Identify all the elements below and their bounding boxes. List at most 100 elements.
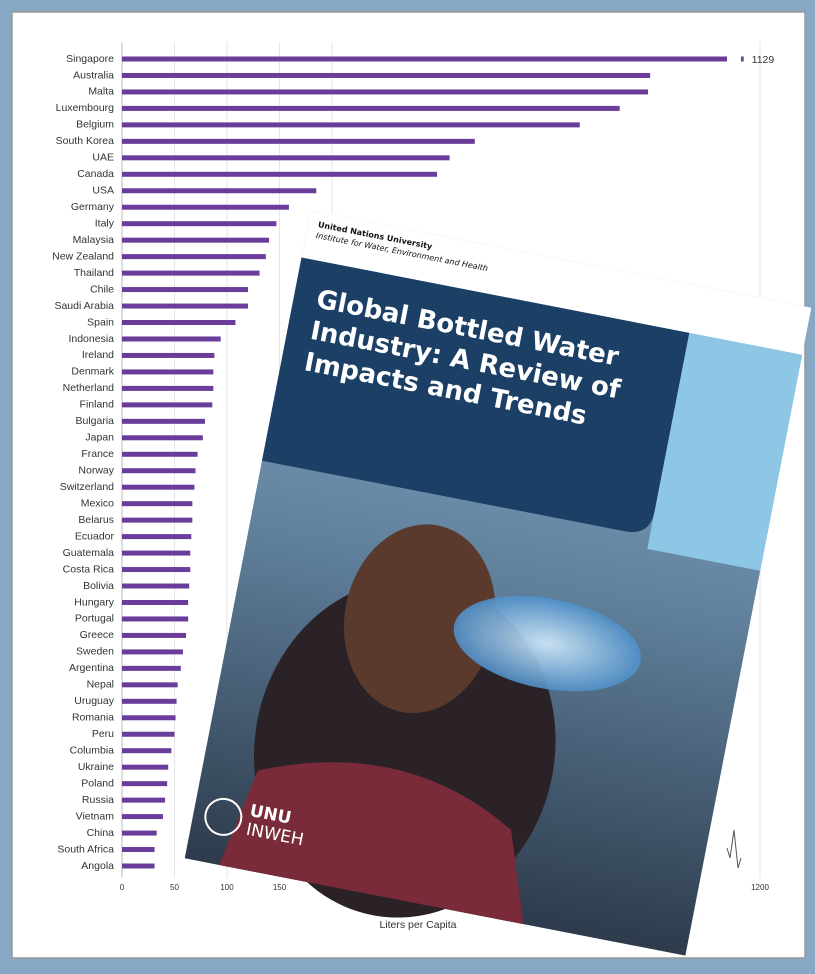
bar xyxy=(122,336,221,342)
y-tick-label: Belarus xyxy=(78,514,114,526)
y-tick-label: UAE xyxy=(92,152,114,164)
bar xyxy=(122,731,175,737)
y-tick-label: Russia xyxy=(82,794,114,806)
bar xyxy=(122,204,289,210)
bar xyxy=(122,781,168,787)
bar xyxy=(122,863,155,869)
bar xyxy=(122,715,176,721)
bar xyxy=(122,550,191,556)
y-tick-label: Netherland xyxy=(63,382,115,394)
bar xyxy=(122,138,475,144)
y-tick-label: Italy xyxy=(95,217,115,229)
x-tick-label: 0 xyxy=(120,883,125,892)
x-tick-label: 1200 xyxy=(751,883,769,892)
y-tick-label: Canada xyxy=(77,168,114,180)
cover-header xyxy=(301,210,812,355)
cover-title-band xyxy=(261,257,690,533)
y-tick-label: Nepal xyxy=(87,679,114,691)
bar xyxy=(122,385,214,391)
y-tick-label: USA xyxy=(92,185,114,197)
bar xyxy=(122,468,196,474)
cover-face xyxy=(343,524,496,714)
y-tick-label: Romania xyxy=(72,712,114,724)
cover-logo-emblem xyxy=(204,797,243,836)
y-tick-label: France xyxy=(81,448,114,460)
bar xyxy=(122,105,620,111)
y-tick-label: Ireland xyxy=(82,349,114,361)
y-tick-label: Ecuador xyxy=(75,530,115,542)
y-tick-label: Chile xyxy=(90,283,114,295)
bar xyxy=(122,155,450,161)
y-tick-label: South Korea xyxy=(56,135,115,147)
bar xyxy=(122,649,183,655)
bar xyxy=(122,682,178,688)
bar xyxy=(122,583,190,589)
bar xyxy=(122,402,213,408)
y-tick-label: Germany xyxy=(71,201,115,213)
y-tick-label: Hungary xyxy=(74,596,114,608)
x-axis-label: Liters per Capita xyxy=(379,919,456,931)
y-tick-label: Luxembourg xyxy=(56,102,115,114)
y-tick-label: Bulgaria xyxy=(75,415,114,427)
bar xyxy=(122,270,260,276)
bar xyxy=(122,599,189,605)
bar xyxy=(122,254,266,260)
bar xyxy=(122,435,203,441)
bar xyxy=(122,517,193,523)
bar xyxy=(122,764,169,770)
bar xyxy=(122,484,195,490)
y-tick-label: Portugal xyxy=(75,613,114,625)
value-label: 1129 xyxy=(752,54,775,66)
bar xyxy=(122,287,248,293)
cover-dress xyxy=(219,762,524,925)
y-tick-label: Argentina xyxy=(69,662,114,674)
bar xyxy=(122,451,198,457)
y-tick-label: Denmark xyxy=(71,366,114,378)
y-tick-label: Ukraine xyxy=(78,761,114,773)
y-tick-label: South Africa xyxy=(57,843,114,855)
bar xyxy=(122,237,269,243)
y-tick-label: Belgium xyxy=(76,119,114,131)
bar xyxy=(122,122,580,128)
y-tick-label: Costa Rica xyxy=(63,563,115,575)
bar xyxy=(122,171,437,177)
y-tick-label: Guatemala xyxy=(63,547,115,559)
y-tick-label: Norway xyxy=(78,465,114,477)
bar xyxy=(122,632,187,638)
y-tick-label: China xyxy=(87,827,115,839)
axis-break-gap xyxy=(727,50,741,70)
y-tick-label: Thailand xyxy=(74,267,114,279)
x-tick-label: 150 xyxy=(273,883,287,892)
bar xyxy=(122,830,157,836)
bar xyxy=(122,320,236,326)
y-tick-label: New Zealand xyxy=(52,250,114,262)
bar xyxy=(122,369,214,375)
y-tick-label: Bolivia xyxy=(83,580,114,592)
bar xyxy=(122,221,277,227)
bar xyxy=(122,89,649,95)
bar xyxy=(122,616,189,622)
y-tick-label: Angola xyxy=(81,860,114,872)
y-tick-label: Indonesia xyxy=(68,333,114,345)
y-tick-label: Australia xyxy=(73,69,114,81)
y-tick-label: Peru xyxy=(92,728,114,740)
bar xyxy=(122,814,163,820)
bar xyxy=(122,72,651,78)
cover-accent xyxy=(647,332,803,571)
bar xyxy=(122,501,193,507)
y-tick-label: Columbia xyxy=(70,744,115,756)
cover-bottle xyxy=(453,595,642,692)
bar xyxy=(122,418,205,424)
bar xyxy=(122,567,191,573)
y-tick-label: Spain xyxy=(87,316,114,328)
bar xyxy=(122,797,166,803)
y-tick-label: Poland xyxy=(81,777,114,789)
bar xyxy=(122,303,248,309)
y-tick-label: Malta xyxy=(88,86,114,98)
y-tick-label: Japan xyxy=(85,432,114,444)
bar xyxy=(122,748,172,754)
bar xyxy=(122,56,744,62)
y-tick-label: Malaysia xyxy=(73,234,115,246)
